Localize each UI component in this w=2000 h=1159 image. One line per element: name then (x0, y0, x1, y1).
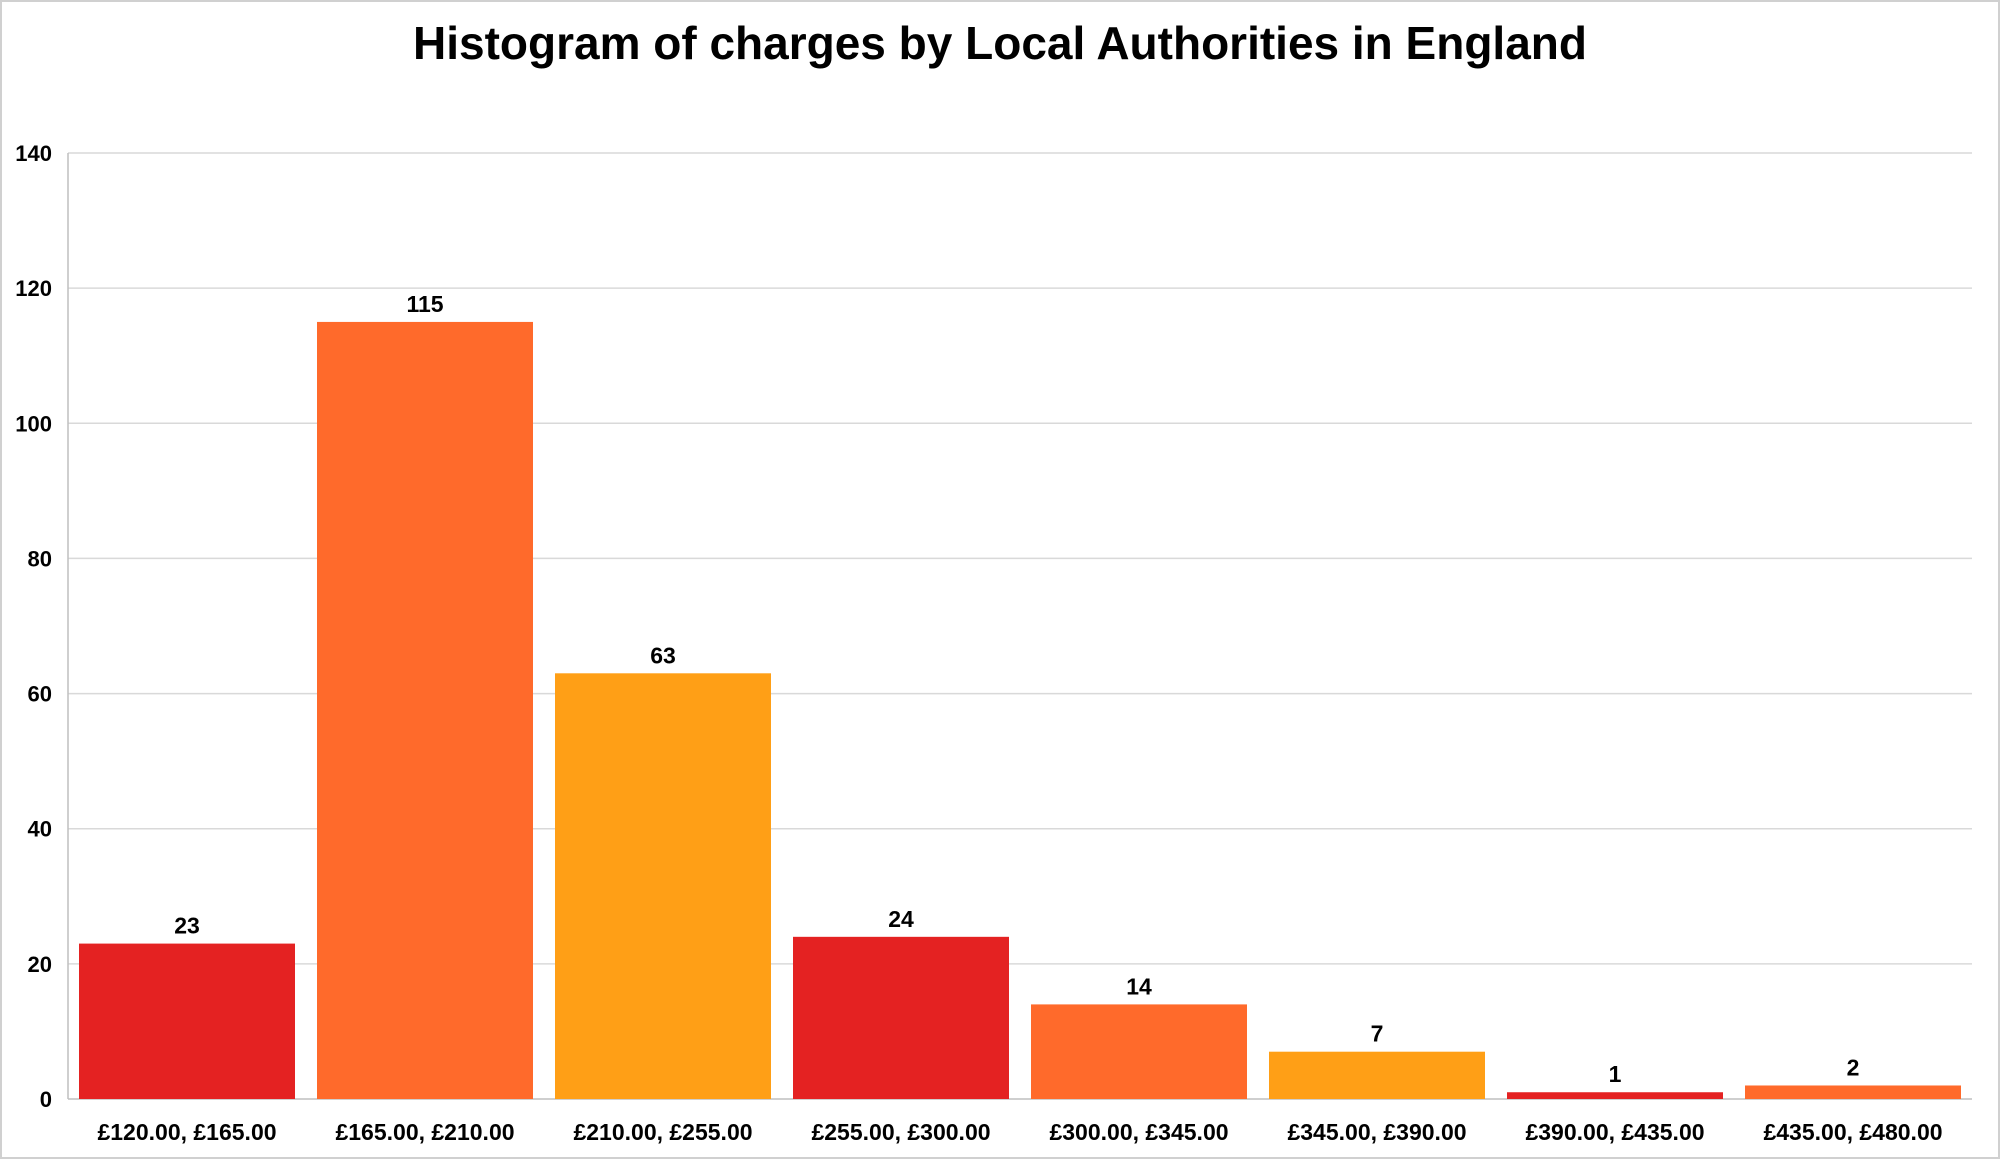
data-label: 63 (650, 642, 676, 668)
y-tick-label: 120 (15, 276, 52, 301)
chart-title: Histogram of charges by Local Authoritie… (412, 17, 1587, 69)
y-tick-label: 140 (15, 141, 52, 166)
data-label: 2 (1847, 1054, 1860, 1080)
bar (793, 936, 1009, 1099)
bar (1031, 1004, 1247, 1099)
x-tick-label: £390.00, £435.00 (1525, 1119, 1704, 1145)
y-tick-label: 80 (28, 546, 52, 571)
data-label: 23 (174, 913, 200, 939)
x-tick-label: £165.00, £210.00 (335, 1119, 514, 1145)
x-tick-label: £120.00, £165.00 (97, 1119, 276, 1145)
bar (79, 943, 295, 1099)
bars (79, 321, 1961, 1099)
bar (555, 673, 771, 1099)
data-label: 24 (888, 906, 914, 932)
labels: 0 20 40 60 80 100 120 140 23 £120.00, £165.00 115 £… (15, 141, 1942, 1145)
y-tick-label: 40 (28, 817, 52, 842)
x-tick-label: £300.00, £345.00 (1049, 1119, 1228, 1145)
x-tick-label: £255.00, £300.00 (811, 1119, 990, 1145)
x-tick-label: £210.00, £255.00 (573, 1119, 752, 1145)
data-label: 115 (406, 291, 443, 317)
y-tick-label: 60 (28, 682, 52, 707)
bar (1507, 1092, 1723, 1099)
x-tick-label: £345.00, £390.00 (1287, 1119, 1466, 1145)
y-tick-label: 0 (40, 1087, 52, 1112)
data-label: 7 (1371, 1021, 1384, 1047)
y-tick-label: 100 (15, 411, 52, 436)
bar (1269, 1051, 1485, 1099)
data-label: 1 (1609, 1061, 1622, 1087)
bar (1745, 1085, 1961, 1099)
x-tick-label: £435.00, £480.00 (1763, 1119, 1942, 1145)
data-label: 14 (1126, 973, 1152, 999)
bar (317, 321, 533, 1099)
y-tick-label: 20 (28, 952, 52, 977)
